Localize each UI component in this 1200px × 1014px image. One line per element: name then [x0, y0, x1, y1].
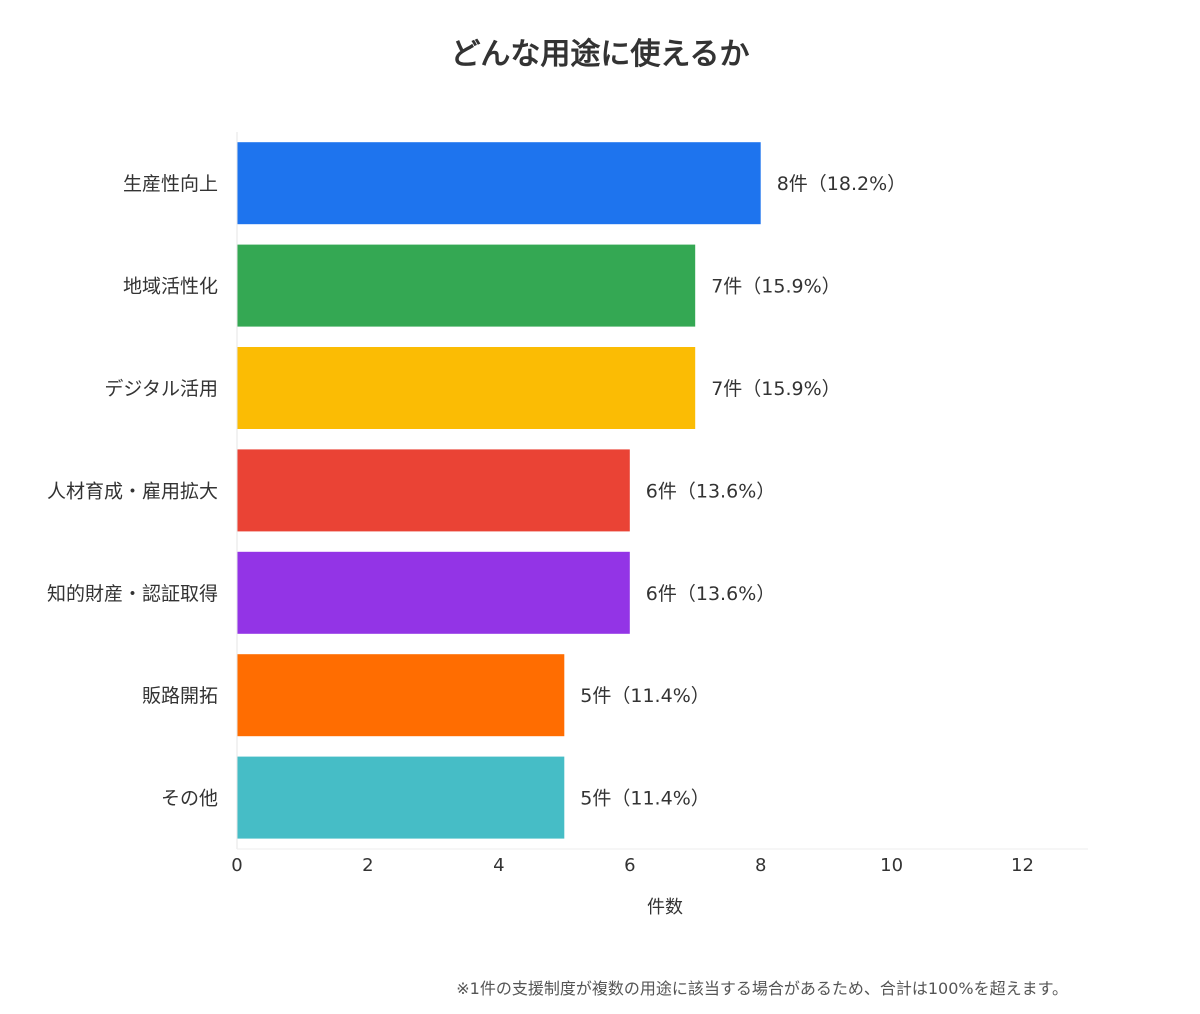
bar-7 [237, 756, 565, 839]
data-label-4: 6件（13.6%） [646, 480, 775, 502]
category-label-2: 地域活性化 [123, 276, 218, 298]
data-label-6: 5件（11.4%） [580, 685, 709, 707]
bar-6 [237, 654, 565, 737]
data-label-5: 6件（13.6%） [646, 583, 775, 605]
data-label-2: 7件（15.9%） [711, 276, 840, 298]
category-label-3: デジタル活用 [104, 378, 218, 400]
data-label-7: 5件（11.4%） [580, 788, 709, 810]
x-axis-title: 件数 [647, 897, 683, 918]
bar-2 [237, 244, 696, 327]
category-label-5: 知的財産・認証取得 [47, 583, 218, 605]
x-tick-label-7: 12 [1011, 855, 1034, 876]
x-tick-label-4: 6 [624, 855, 635, 876]
bar-4 [237, 449, 630, 532]
chart-title: どんな用途に使えるか [450, 37, 749, 72]
x-tick-label-5: 8 [755, 855, 766, 876]
data-label-3: 7件（15.9%） [711, 378, 840, 400]
bar-5 [237, 551, 630, 634]
labels-layer: 生産性向上 8件（18.2%） 地域活性化 7件（15.9%） デジタル活用 7件（15.… [47, 173, 906, 809]
x-tick-label-3: 4 [493, 855, 504, 876]
bar-1 [237, 142, 761, 225]
category-label-4: 人材育成・雇用拡大 [47, 480, 218, 502]
data-label-1: 8件（18.2%） [777, 173, 906, 195]
x-tick-label-1: 0 [231, 855, 242, 876]
category-label-6: 販路開拓 [142, 685, 218, 707]
axes-layer [236, 132, 1088, 850]
category-label-7: その他 [161, 788, 218, 810]
x-tick-label-2: 2 [362, 855, 373, 876]
bar-3 [237, 347, 696, 429]
category-label-1: 生産性向上 [123, 173, 218, 195]
bars-layer [237, 142, 761, 839]
footnote: ※1件の支援制度が複数の用途に該当する場合があるため、合計は100%を超えます。 [456, 979, 1068, 998]
x-tick-label-6: 10 [880, 855, 903, 876]
ticks-layer: 0 2 4 6 8 10 12 [231, 855, 1034, 876]
